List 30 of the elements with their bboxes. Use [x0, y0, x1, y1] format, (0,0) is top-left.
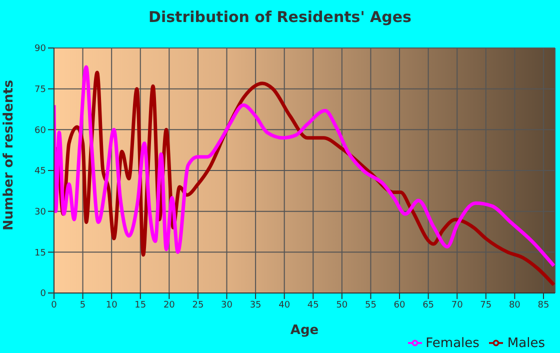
x-tick-label: 0	[51, 300, 58, 310]
x-tick-label: 75	[480, 300, 492, 310]
x-tick-label: 45	[307, 300, 319, 310]
x-tick-label: 20	[163, 300, 176, 310]
y-tick-label: 45	[34, 166, 46, 177]
y-tick-label: 0	[40, 289, 46, 300]
x-tick-label: 55	[365, 300, 376, 310]
y-tick-label: 15	[34, 248, 46, 258]
x-tick-label: 50	[336, 300, 348, 310]
x-tick-label: 80	[508, 300, 521, 310]
x-tick-label: 15	[134, 300, 146, 310]
legend-label: Males	[507, 336, 545, 351]
y-tick-label: 90	[34, 44, 46, 54]
x-tick-label: 10	[106, 300, 118, 310]
x-tick-label: 70	[451, 300, 464, 310]
y-tick-label: 30	[34, 208, 46, 218]
x-tick-label: 60	[394, 300, 406, 310]
x-tick-label: 35	[250, 300, 262, 310]
x-tick-label: 65	[422, 300, 434, 310]
x-tick-label: 40	[278, 300, 290, 310]
legend-label: Females	[426, 336, 480, 351]
x-tick-label: 25	[192, 300, 204, 310]
x-tick-label: 5	[80, 300, 86, 310]
x-tick-label: 30	[221, 300, 233, 310]
x-tick-label: 85	[538, 300, 550, 310]
x-axis-title: Age	[290, 323, 319, 338]
y-tick-label: 60	[34, 126, 46, 136]
y-tick-label: 75	[34, 85, 46, 96]
chart-title: Distribution of Residents' Ages	[148, 8, 412, 26]
y-axis-title: Number of residents	[2, 80, 17, 230]
